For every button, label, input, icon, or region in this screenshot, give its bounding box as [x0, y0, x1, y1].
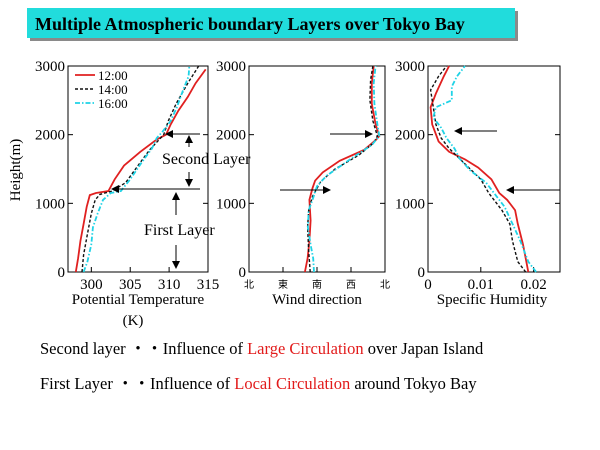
y-axis-label: Height(m)	[8, 139, 24, 201]
legend-label: 12:00	[98, 68, 128, 83]
summary-first-highlight: Local Circulation	[234, 374, 351, 393]
series-line-1600-wind	[306, 65, 381, 273]
x-tick-label: 305	[119, 277, 142, 293]
x-axis-label: Potential Temperature	[72, 292, 205, 308]
x-axis-unit: (K)	[123, 313, 144, 329]
title-banner: Multiple Atmospheric boundary Layers ove…	[27, 8, 515, 38]
series-line-1200-wind	[304, 65, 381, 273]
summary-line-first-layer: First Layer ・・Influence of Local Circula…	[40, 370, 477, 394]
x-axis-label: Wind direction	[272, 292, 362, 308]
annotation-first-layer: First Layer	[144, 222, 215, 239]
x-tick-label: 北	[380, 279, 390, 291]
x-tick-label: 西	[346, 280, 356, 291]
series-line-1600-humidity	[432, 65, 537, 273]
plot-frame-wind	[248, 65, 386, 273]
y-tick-label: 2000	[35, 128, 65, 144]
legend-label: 14:00	[98, 82, 128, 97]
x-axis-label: Specific Humidity	[437, 292, 548, 308]
y-tick-label: 1000	[35, 196, 65, 212]
y-tick-label: 0	[418, 265, 426, 281]
series-line-1400-wind	[306, 65, 379, 273]
summary-second-highlight: Large Circulation	[247, 339, 364, 358]
x-tick-label: 北	[244, 279, 254, 291]
y-tick-label: 2000	[216, 128, 246, 144]
x-tick-label: 315	[197, 277, 220, 293]
plot-frame-temperature	[67, 65, 209, 273]
summary-line-second-layer: Second layer ・・Influence of Large Circul…	[40, 335, 483, 359]
page-title: Multiple Atmospheric boundary Layers ove…	[35, 14, 465, 34]
y-tick-label: 0	[239, 265, 247, 281]
y-tick-label: 1000	[395, 196, 425, 212]
y-tick-label: 2000	[395, 128, 425, 144]
x-tick-label: 東	[278, 278, 288, 291]
y-tick-label: 3000	[216, 59, 246, 75]
x-tick-label: 300	[80, 277, 103, 293]
summary-second-suffix: over Japan Island	[363, 339, 484, 358]
y-tick-label: 3000	[35, 59, 65, 75]
x-tick-label: 0.01	[468, 277, 494, 293]
series-line-1600-temperature	[82, 65, 191, 273]
x-tick-label: 0	[424, 277, 432, 293]
summary-second-prefix: Second layer ・・Influence of	[40, 339, 248, 358]
x-tick-label: 南	[312, 278, 322, 291]
series-line-1200-temperature	[74, 68, 207, 273]
summary-first-suffix: around Tokyo Bay	[350, 374, 477, 393]
series-line-1400-humidity	[429, 65, 527, 273]
series-line-1200-humidity	[429, 65, 530, 273]
summary-first-prefix: First Layer ・・Influence of	[40, 374, 235, 393]
annotation-second-layer: Second Layer	[162, 151, 251, 168]
legend-label: 16:00	[98, 96, 128, 111]
y-tick-label: 3000	[395, 59, 425, 75]
x-tick-label: 0.02	[520, 277, 546, 293]
x-tick-label: 310	[158, 277, 181, 293]
y-tick-label: 0	[58, 265, 66, 281]
y-tick-label: 1000	[216, 196, 246, 212]
plot-frame-humidity	[427, 65, 561, 273]
